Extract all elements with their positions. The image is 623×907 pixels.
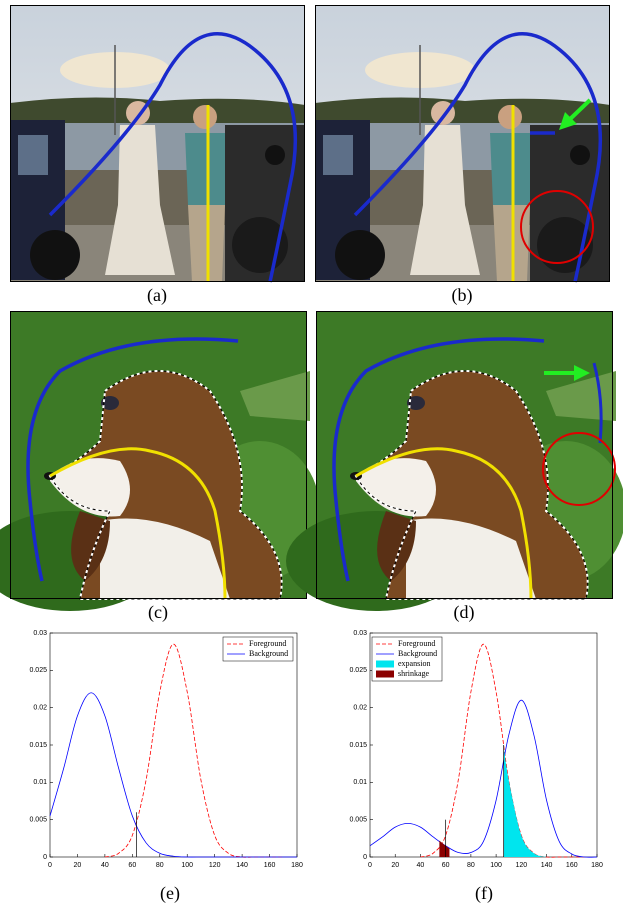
y-tick-label: 0.025	[29, 667, 47, 674]
x-tick-label: 100	[490, 862, 502, 869]
legend-label: shrinkage	[398, 669, 430, 678]
x-tick-label: 140	[236, 862, 248, 869]
plot-area	[50, 633, 297, 857]
legend-label: Background	[398, 649, 437, 658]
x-tick-label: 160	[264, 862, 276, 869]
caption: (b)	[452, 285, 473, 306]
x-tick-label: 40	[417, 862, 425, 869]
x-tick-label: 0	[48, 862, 52, 869]
y-tick-label: 0	[43, 854, 47, 861]
x-tick-label: 80	[467, 862, 475, 869]
shape	[0, 311, 320, 611]
legend-label: Foreground	[249, 639, 286, 648]
y-tick-label: 0.01	[33, 779, 47, 786]
x-tick-label: 40	[101, 862, 109, 869]
caption: (f)	[475, 883, 493, 904]
shape	[10, 5, 305, 282]
x-tick-label: 100	[181, 862, 193, 869]
legend-swatch	[376, 661, 394, 668]
shape	[315, 5, 610, 282]
x-tick-label: 20	[74, 862, 82, 869]
x-tick-label: 180	[591, 862, 603, 869]
y-tick-label: 0.015	[29, 742, 47, 749]
caption: (c)	[148, 602, 168, 623]
x-tick-label: 20	[391, 862, 399, 869]
legend-label: Background	[249, 649, 288, 658]
y-tick-label: 0.015	[349, 742, 367, 749]
x-tick-label: 140	[541, 862, 553, 869]
y-tick-label: 0.01	[353, 779, 367, 786]
y-tick-label: 0	[363, 854, 367, 861]
legend-label: expansion	[398, 659, 430, 668]
figure: (a) (b) (c) (d) (e) (f) 0 0.005 0.01 0.015 0…	[0, 0, 623, 907]
shape	[286, 311, 623, 611]
y-tick-label: 0.03	[33, 630, 47, 637]
x-tick-label: 180	[291, 862, 303, 869]
y-tick-label: 0.005	[29, 817, 47, 824]
legend-label: Foreground	[398, 639, 435, 648]
x-tick-label: 120	[209, 862, 221, 869]
x-tick-label: 160	[566, 862, 578, 869]
x-tick-label: 80	[156, 862, 164, 869]
caption: (a)	[147, 285, 167, 306]
y-tick-label: 0.025	[349, 667, 367, 674]
photo-b	[315, 5, 610, 282]
body: {"captions": ["(a)", "(b)", "(c)", "(d)"…	[0, 0, 623, 907]
page: body { margin: 0; background: #fff; font…	[0, 0, 623, 907]
y-tick-label: 0.03	[353, 630, 367, 637]
photo-a	[10, 5, 305, 282]
caption: (e)	[160, 883, 180, 904]
y-tick-label: 0.02	[353, 705, 367, 712]
y-tick-label: 0.02	[33, 705, 47, 712]
photo-c	[0, 311, 320, 611]
x-tick-label: 60	[442, 862, 450, 869]
x-tick-label: 120	[515, 862, 527, 869]
x-tick-label: 0	[368, 862, 372, 869]
photo-d	[286, 311, 623, 611]
x-tick-label: 60	[128, 862, 136, 869]
caption: (d)	[454, 602, 475, 623]
y-tick-label: 0.005	[349, 817, 367, 824]
legend-swatch	[376, 671, 394, 678]
